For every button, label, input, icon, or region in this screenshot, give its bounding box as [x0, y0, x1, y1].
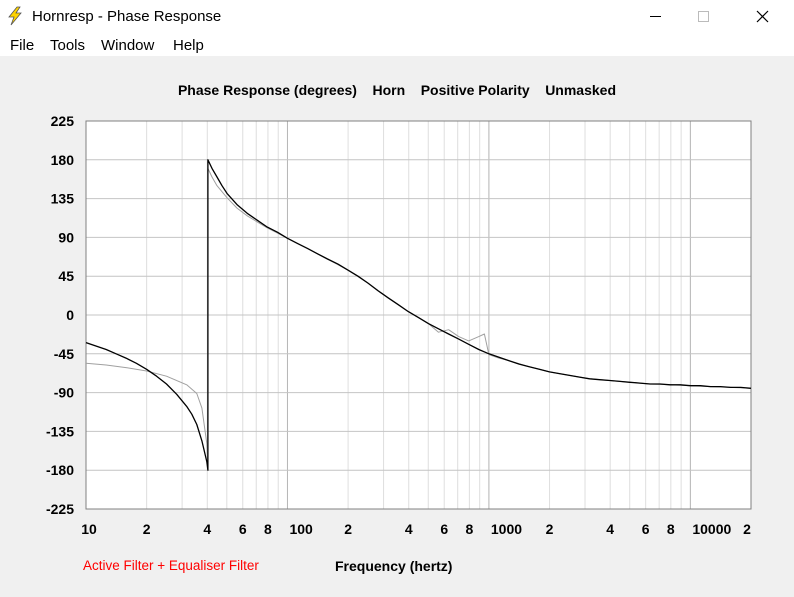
y-tick-label: 0 — [66, 307, 74, 323]
chart-title: Phase Response (degrees) Horn Positive P… — [177, 82, 617, 98]
y-tick-label: -45 — [54, 346, 74, 362]
y-tick-label: -180 — [46, 462, 74, 478]
x-tick-label: 100 — [289, 521, 313, 537]
y-tick-label: 135 — [51, 191, 75, 207]
grid-lines — [85, 120, 752, 510]
series-lines — [85, 159, 752, 471]
y-tick-label: -90 — [54, 385, 74, 401]
maximize-icon — [698, 11, 709, 22]
x-tick-label: 8 — [465, 521, 473, 537]
menu-file[interactable]: File — [10, 37, 35, 54]
x-tick-label: 2 — [344, 521, 352, 537]
phase-series-line — [85, 159, 752, 471]
y-tick-label: 225 — [51, 113, 75, 129]
y-tick-label: -135 — [46, 423, 74, 439]
x-axis-label: Frequency (hertz) — [335, 558, 453, 574]
x-tick-label: 4 — [203, 521, 211, 537]
x-tick-label: 2 — [546, 521, 554, 537]
menu-window[interactable]: Window — [101, 37, 155, 54]
x-tick-label: 6 — [642, 521, 650, 537]
y-tick-label: -225 — [46, 501, 74, 517]
close-button[interactable] — [748, 4, 778, 28]
x-tick-label: 4 — [405, 521, 413, 537]
lightning-bolt-icon — [8, 6, 22, 26]
x-tick-label: 8 — [667, 521, 675, 537]
x-tick-label: 10000 — [692, 521, 731, 537]
menu-tools[interactable]: Tools — [50, 37, 86, 54]
window-title: Hornresp - Phase Response — [32, 8, 222, 25]
y-tick-label: 45 — [58, 268, 74, 284]
x-tick-label: 4 — [606, 521, 614, 537]
x-tick-label: 6 — [239, 521, 247, 537]
menu-help[interactable]: Help — [173, 37, 204, 54]
title-bar: Hornresp - Phase Response — [0, 0, 794, 34]
maximize-button[interactable] — [689, 4, 719, 28]
menu-bar: File Tools Window Help — [0, 34, 794, 56]
axis-labels: 225 180 135 90 45 0 -45 -90 -135 -180 -225 10 2 4 6 8 10… — [46, 113, 751, 537]
x-tick-label: 10 — [81, 521, 97, 537]
y-tick-label: 180 — [51, 152, 75, 168]
filter-status-label[interactable]: Active Filter + Equaliser Filter — [83, 558, 259, 573]
x-tick-label: 2 — [743, 521, 751, 537]
y-tick-label: 90 — [58, 229, 74, 245]
x-tick-label: 6 — [440, 521, 448, 537]
x-tick-label: 8 — [264, 521, 272, 537]
x-tick-label: 1000 — [491, 521, 522, 537]
minimize-button[interactable] — [641, 4, 671, 28]
minimize-icon — [650, 16, 661, 17]
plot-border — [85, 120, 752, 510]
x-tick-label: 2 — [143, 521, 151, 537]
close-icon — [756, 10, 769, 23]
